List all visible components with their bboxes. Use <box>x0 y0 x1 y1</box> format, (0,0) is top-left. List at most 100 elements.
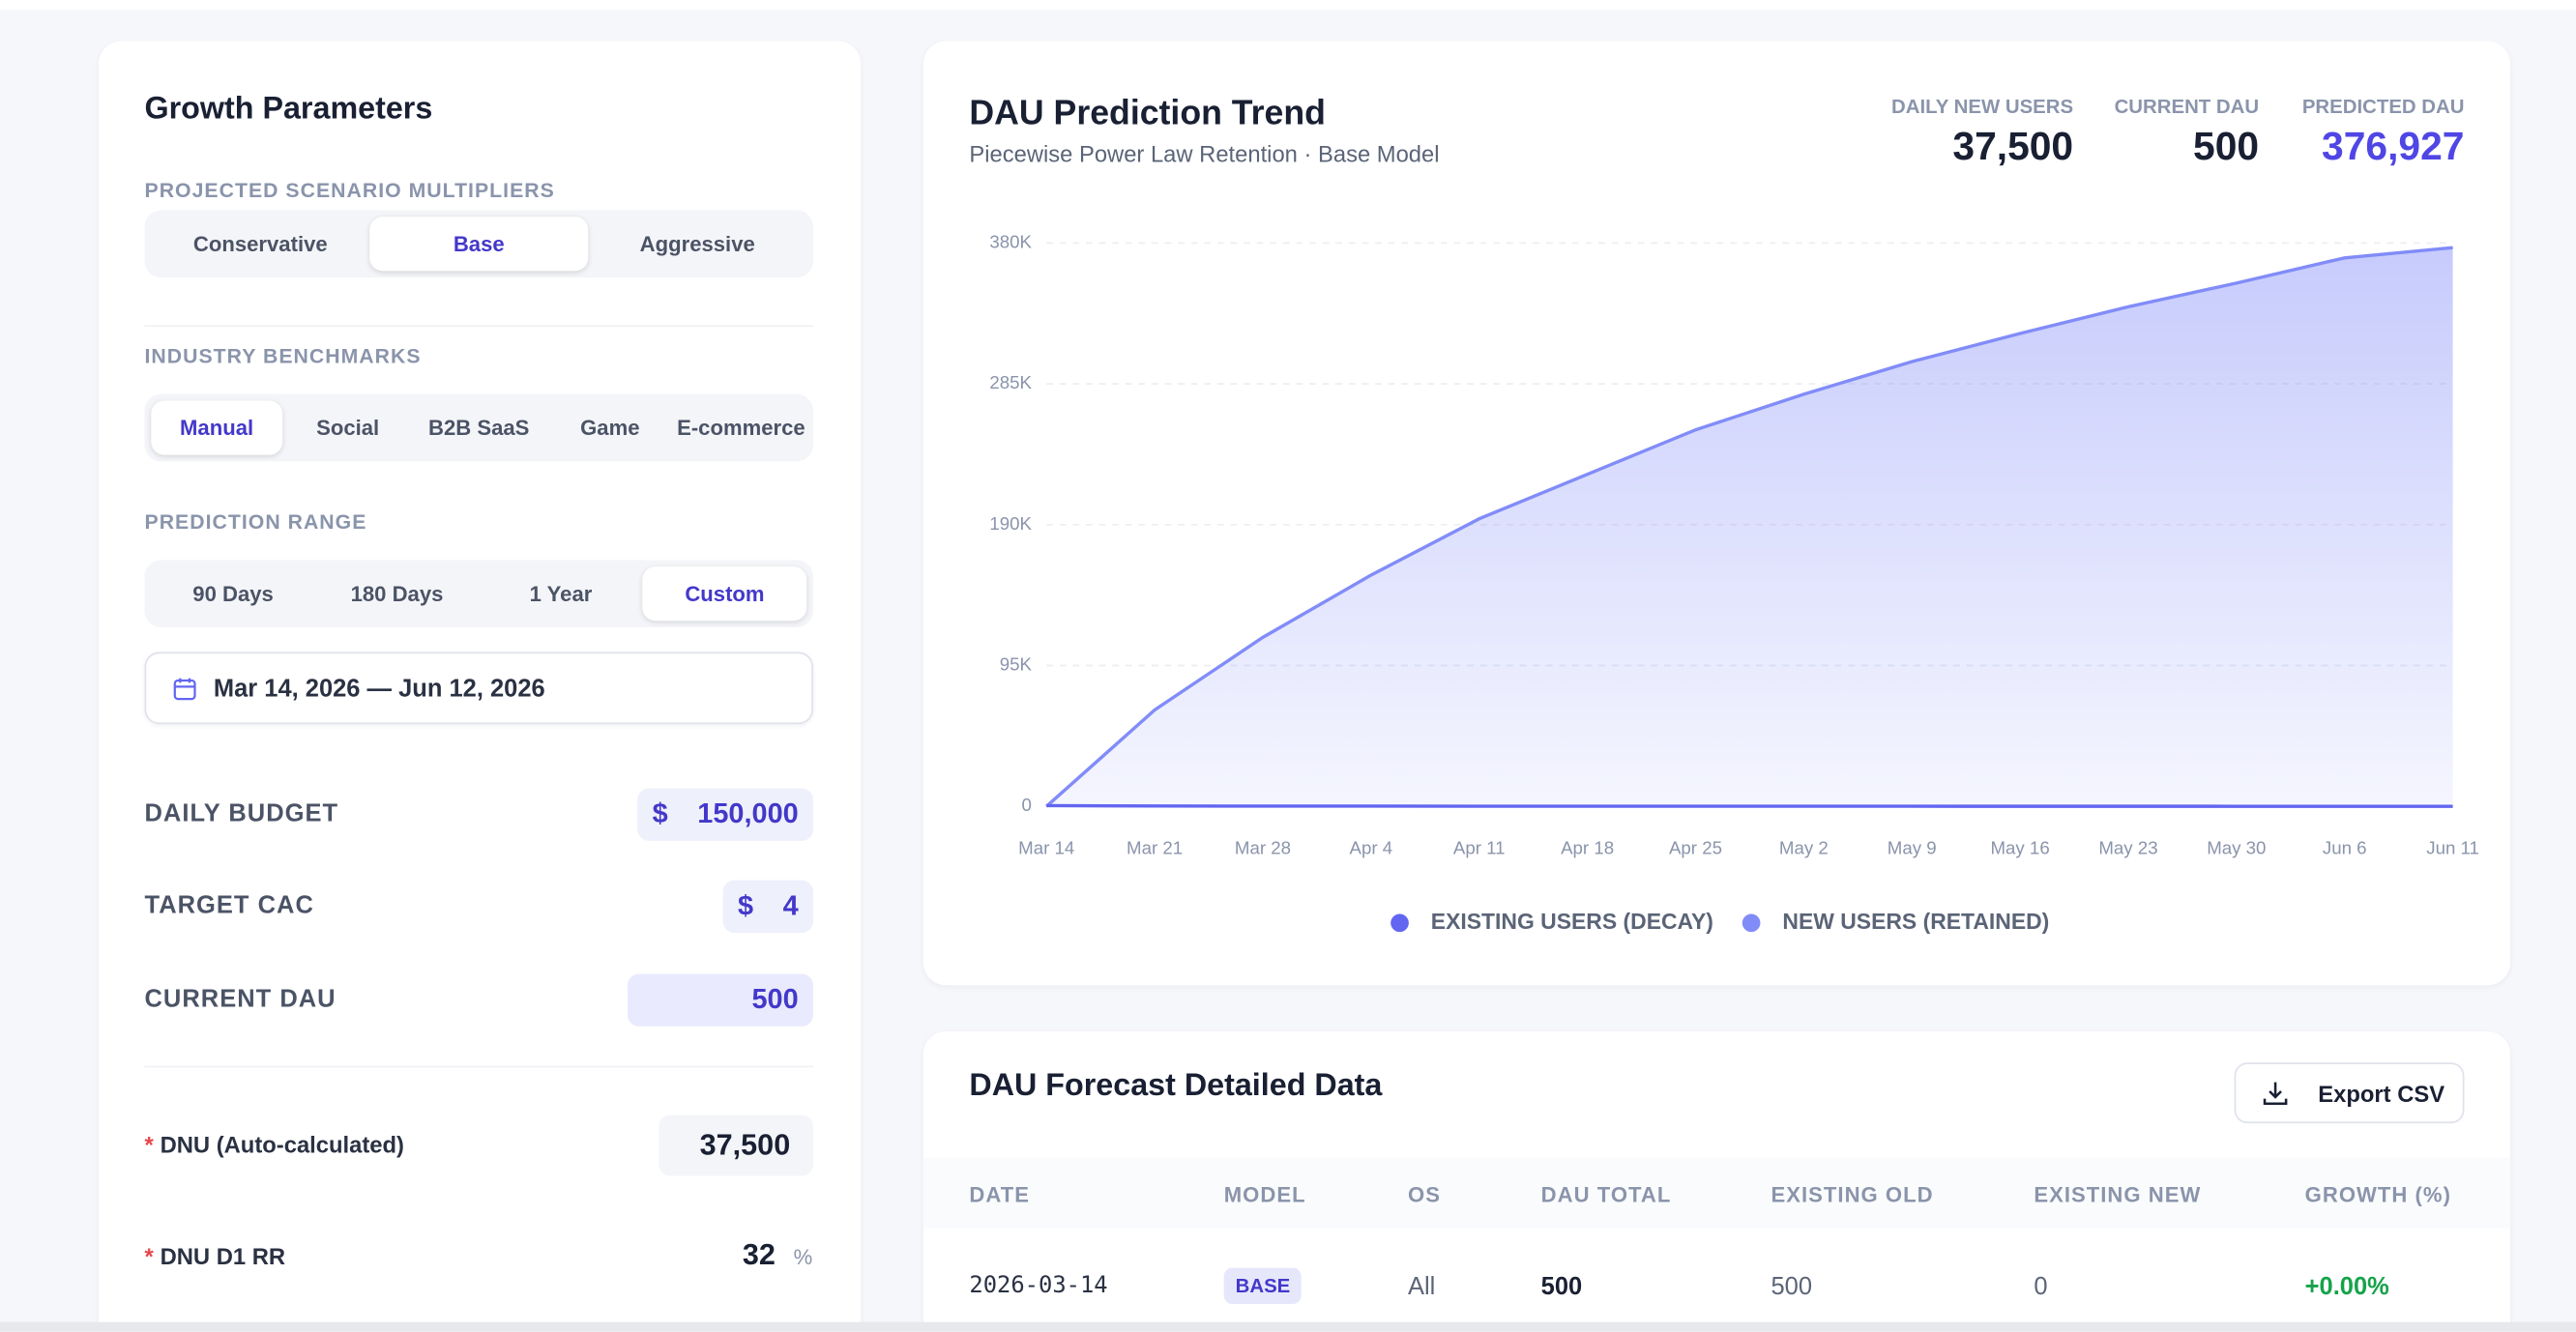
top-bar <box>0 0 2576 11</box>
field-label: TARGET CAC <box>144 891 314 920</box>
section-label: PROJECTED SCENARIO MULTIPLIERS <box>144 179 555 202</box>
download-icon <box>2263 1081 2288 1105</box>
x-tick-label: May 30 <box>2207 837 2266 857</box>
x-tick-label: Mar 21 <box>1127 837 1183 857</box>
option-button[interactable]: E-commerce <box>677 415 805 441</box>
field-value: 150,000 <box>697 797 799 829</box>
field-input[interactable]: $4 <box>722 880 813 934</box>
field-prefix: $ <box>737 889 754 922</box>
option-button[interactable]: Manual <box>151 400 282 455</box>
option-button[interactable]: Aggressive <box>639 231 755 257</box>
x-tick-label: Apr 25 <box>1669 837 1722 857</box>
y-tick-label: 380K <box>989 231 1032 251</box>
legend-swatch <box>1742 913 1761 933</box>
required-marker: * <box>144 1243 154 1270</box>
table-cell: 500 <box>1771 1272 1813 1301</box>
table-cell: BASE <box>1223 1267 1303 1304</box>
option-button[interactable]: Custom <box>642 566 807 622</box>
required-label: * DNU D1 RR <box>145 1243 286 1269</box>
option-button[interactable]: Game <box>580 415 640 441</box>
kpi-label: DAILY NEW USERS <box>1891 95 2074 119</box>
x-tick-label: May 9 <box>1888 837 1937 857</box>
x-tick-label: Jun 6 <box>2323 837 2367 857</box>
field-label: DAILY BUDGET <box>144 799 339 828</box>
chart-title: DAU Prediction Trend <box>969 93 1326 131</box>
kpi-label: CURRENT DAU <box>2114 95 2260 119</box>
date-input[interactable]: Mar 14, 2026 — Jun 12, 2026 <box>144 652 813 725</box>
table-cell: +0.00% <box>2304 1272 2389 1301</box>
date-range: Mar 14, 2026 — Jun 12, 2026 <box>213 674 545 703</box>
y-tick-label: 0 <box>1022 795 1032 815</box>
segmented-control: Manual Social B2B SaaS Game E-commerce <box>144 393 813 462</box>
legend-label: NEW USERS (RETAINED) <box>1782 909 2049 934</box>
x-tick-label: Mar 28 <box>1235 837 1291 857</box>
option-button[interactable]: Base <box>369 217 589 272</box>
sidebar-title: Growth Parameters <box>144 92 433 127</box>
column-header: DATE <box>969 1182 1030 1207</box>
field-value: 37,500 <box>699 1128 791 1162</box>
field-label: CURRENT DAU <box>144 985 337 1014</box>
field-prefix: $ <box>652 797 668 829</box>
divider <box>144 325 813 328</box>
x-tick-label: Apr 11 <box>1453 837 1506 857</box>
field-input[interactable]: 37,500 <box>659 1115 813 1176</box>
x-tick-label: Apr 4 <box>1350 837 1393 857</box>
table-header <box>922 1157 2511 1229</box>
legend-swatch <box>1390 913 1409 933</box>
y-tick-label: 190K <box>989 513 1032 534</box>
option-button[interactable]: 90 Days <box>192 581 274 606</box>
field-input[interactable]: $150,000 <box>637 788 813 841</box>
option-button[interactable]: 180 Days <box>350 581 444 606</box>
field-value: 500 <box>751 983 799 1015</box>
table-cell: 2026-03-14 <box>969 1272 1108 1299</box>
x-tick-label: May 2 <box>1779 837 1829 857</box>
x-tick-label: May 16 <box>1990 837 2049 857</box>
column-header: EXISTING NEW <box>2034 1182 2202 1207</box>
kpi-value: 37,500 <box>1952 125 2074 169</box>
column-header: DAU TOTAL <box>1540 1182 1672 1207</box>
kpi-label: PREDICTED DAU <box>2301 95 2465 119</box>
kpi-value: 376,927 <box>2322 125 2465 169</box>
option-button[interactable]: Social <box>316 415 380 441</box>
chart: DAU Prediction Trend Piecewise Power Law… <box>969 93 2479 934</box>
y-tick-label: 95K <box>1000 653 1033 674</box>
kpi-value: 500 <box>2193 125 2260 169</box>
y-tick-label: 285K <box>989 372 1032 392</box>
calendar-icon <box>173 677 196 700</box>
table-title: DAU Forecast Detailed Data <box>969 1069 1383 1104</box>
x-tick-label: Apr 18 <box>1561 837 1614 857</box>
field-unit: % <box>793 1244 813 1270</box>
option-button[interactable]: 1 Year <box>529 581 593 606</box>
section-label: INDUSTRY BENCHMARKS <box>144 344 422 368</box>
field-value: 32 <box>742 1238 776 1272</box>
column-header: EXISTING OLD <box>1771 1182 1934 1207</box>
segmented-control: Conservative Base Aggressive <box>144 210 813 278</box>
chart-subtitle: Piecewise Power Law Retention · Base Mod… <box>969 142 1439 168</box>
x-tick-label: Jun 11 <box>2426 837 2479 857</box>
x-tick-label: May 23 <box>2098 837 2157 857</box>
option-button[interactable]: B2B SaaS <box>428 415 530 441</box>
export-button[interactable]: Export CSV <box>2234 1062 2465 1124</box>
legend-label: EXISTING USERS (DECAY) <box>1431 909 1713 934</box>
export-label: Export CSV <box>2318 1080 2445 1107</box>
line <box>1045 246 2453 808</box>
x-tick-label: Mar 14 <box>1018 837 1074 857</box>
option-button[interactable]: Conservative <box>192 231 328 257</box>
table-cell: 0 <box>2034 1272 2048 1301</box>
divider <box>144 1065 813 1068</box>
required-marker: * <box>144 1131 154 1158</box>
label: DNU (Auto-calculated) <box>160 1131 404 1158</box>
table-cell: All <box>1408 1272 1436 1301</box>
area <box>1046 247 2453 807</box>
column-header: MODEL <box>1223 1182 1306 1207</box>
required-label: * DNU (Auto-calculated) <box>145 1132 404 1158</box>
field-input[interactable]: 500 <box>628 973 813 1027</box>
field-value: 4 <box>782 889 799 922</box>
bottom-bar <box>0 1321 2576 1332</box>
segmented-control: 90 Days 180 Days 1 Year Custom <box>144 560 813 628</box>
line <box>1046 803 2453 808</box>
label: DNU D1 RR <box>160 1243 286 1270</box>
table-cell: 500 <box>1540 1272 1583 1301</box>
column-header: OS <box>1408 1182 1441 1207</box>
